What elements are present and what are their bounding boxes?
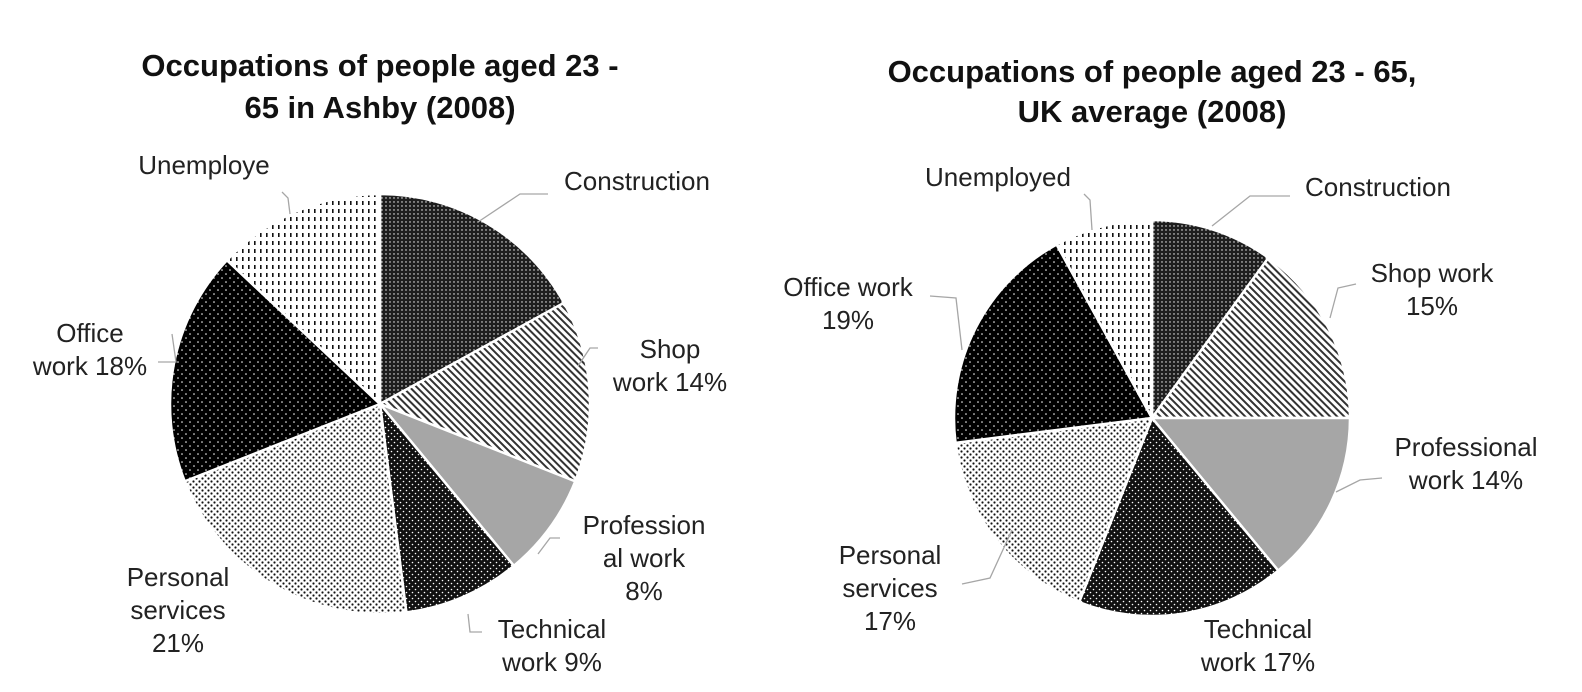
pie-slice-personal-services (954, 416, 1154, 604)
slice-label-professional-work: Profession al work 8% (583, 510, 706, 606)
slice-label-professional-work: Professional work 14% (1394, 432, 1537, 495)
leader-line-office-work (929, 295, 963, 351)
slice-label-technical-work: Technical work 17% (1200, 614, 1315, 677)
pie-slice-construction (1150, 218, 1271, 422)
leader-line-shop-work (1329, 283, 1357, 319)
slice-label-shop-work: Shop work 15% (1371, 258, 1495, 321)
slice-label-unemployed: Unemploye (138, 150, 270, 180)
leader-line-office-work (158, 333, 177, 363)
pie-slice-shop-work (1149, 256, 1352, 420)
pie-slice-unemployed (225, 192, 382, 407)
leader-line-professional-work (537, 537, 560, 555)
pie-slice-construction (378, 192, 566, 407)
pie-slice-personal-services (183, 402, 408, 616)
chart-title: Occupations of people aged 23 - 65, UK av… (888, 54, 1417, 129)
pie-slice-shop-work (377, 301, 592, 483)
leader-line-unemployed (281, 191, 291, 215)
slice-label-office-work: Office work 19% (783, 272, 914, 335)
leader-line-construction (477, 193, 548, 223)
leader-line-unemployed (1083, 193, 1093, 231)
pie-chart-1: Occupations of people aged 23 -65 in Ash… (32, 48, 727, 677)
pie-slice-professional-work (379, 402, 577, 568)
slice-label-technical-work: Technical work 9% (498, 614, 606, 677)
leader-line-personal-services (961, 529, 1013, 585)
leader-line-technical-work (467, 613, 482, 633)
pie-slice-unemployed (1054, 218, 1154, 419)
chart-title: Occupations of people aged 23 -65 in Ash… (141, 48, 618, 125)
pie-chart-2: Occupations of people aged 23 - 65, UK av… (783, 54, 1537, 677)
leader-line-construction (1211, 195, 1290, 227)
slice-label-construction: Construction (564, 166, 710, 196)
pie-slice-professional-work (1149, 416, 1352, 573)
slice-label-shop-work: Shop work 14% (612, 334, 727, 397)
leader-line-shop-work (577, 347, 598, 367)
slice-label-personal-services: Personal services 21% (127, 562, 230, 658)
pie-slice-office-work (952, 242, 1154, 445)
pie-slice-technical-work (1077, 415, 1280, 618)
slice-label-unemployed: Unemployed (925, 162, 1071, 192)
slice-label-office-work: Office work 18% (32, 318, 147, 381)
pie-slice-technical-work (378, 399, 516, 614)
slice-label-personal-services: Personal services 17% (839, 540, 942, 636)
pie-slice-office-work (168, 258, 383, 483)
leader-line-professional-work (1335, 477, 1383, 493)
slice-label-construction: Construction (1305, 172, 1451, 202)
